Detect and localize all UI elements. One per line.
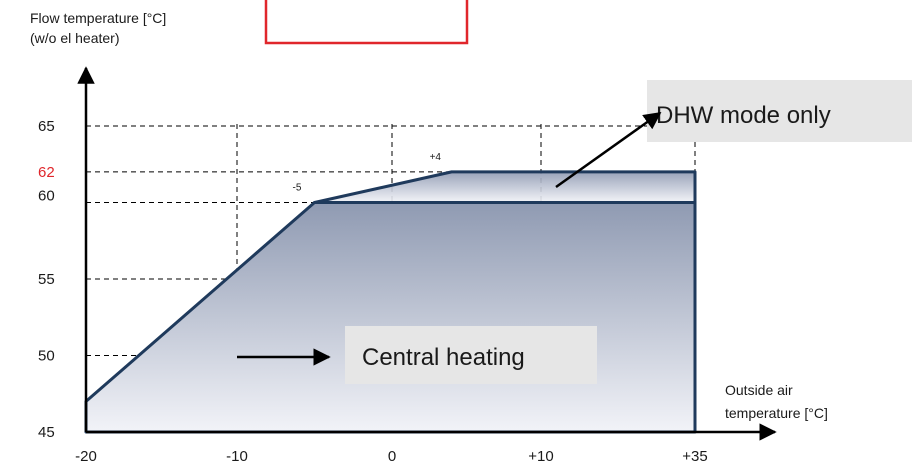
- x-tick-label: -20: [75, 448, 97, 465]
- x-axis-label-line-2: temperature [°C]: [725, 405, 828, 421]
- point-label: -5: [293, 183, 302, 194]
- series-area-dhw-mode-only: [313, 170, 697, 204]
- point-label: +4: [430, 152, 442, 163]
- central-heating-label: Central heating: [362, 344, 525, 371]
- x-axis-label-line-1: Outside air: [725, 382, 793, 398]
- y-tick-label: 62: [38, 164, 55, 181]
- dhw-label-box: [647, 80, 912, 142]
- axes: [77, 66, 777, 441]
- x-tick-label: +10: [528, 448, 553, 465]
- series-area-central-heating: [84, 201, 697, 434]
- tick-labels: -20 -10 0 +10 +35 45 50 55 60 62 65: [38, 118, 708, 465]
- dhw-label: DHW mode only: [656, 102, 831, 129]
- y-axis-label-line-1: Flow temperature [°C]: [30, 10, 166, 26]
- dhw-arrow: [555, 111, 662, 189]
- areas: [84, 170, 697, 434]
- highlight-box: [264, 0, 469, 45]
- y-tick-label: 65: [38, 118, 55, 135]
- x-tick-label: 0: [388, 448, 396, 465]
- central-heating-label-box: [345, 326, 597, 384]
- x-tick-label: +35: [682, 448, 707, 465]
- x-tick-label: -10: [226, 448, 248, 465]
- y-tick-label: 50: [38, 348, 55, 365]
- annotations: -5 +4 DHW mode only Central heating: [237, 80, 912, 384]
- y-tick-label: 60: [38, 188, 55, 205]
- y-axis-label-line-2: (w/o el heater): [30, 30, 119, 46]
- y-tick-label: 55: [38, 271, 55, 288]
- y-tick-label: 45: [38, 424, 55, 441]
